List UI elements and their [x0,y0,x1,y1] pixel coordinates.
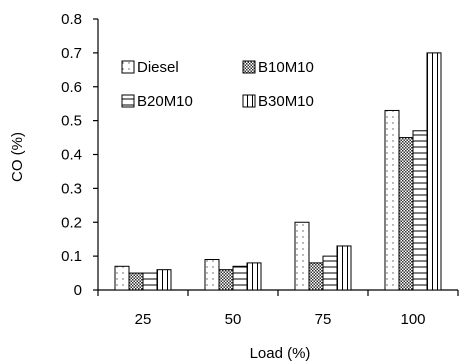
y-tick-label: 0.7 [61,45,82,62]
legend: Diesel B10M10 B20M10 B30M10 [121,59,314,110]
y-tick-label: 0.3 [61,180,82,197]
legend-label-b20m10: B20M10 [137,93,193,110]
y-tick-label: 0 [74,282,82,299]
bar-b10m10-50 [218,269,234,291]
bars [114,52,442,291]
legend-label-b10m10: B10M10 [258,59,314,76]
y-tick-label: 0.5 [61,113,82,130]
bar-b20m10-75 [322,255,338,291]
bar-b30m10-100 [426,52,442,291]
y-tick-label: 0.8 [61,11,82,28]
bar-b20m10-25 [142,272,158,291]
y-tick-label: 0.1 [61,248,82,265]
bar-b30m10-50 [246,262,262,291]
y-axis: 0 0.1 0.2 0.3 0.4 0.5 0.6 0.7 0.8 [61,11,99,299]
bar-b30m10-75 [336,245,352,291]
y-tick-label: 0.6 [61,79,82,96]
y-tick-label: 0.2 [61,214,82,231]
x-tick-label: 50 [225,311,242,328]
bar-diesel-25 [114,265,130,291]
bar-diesel-50 [204,259,220,291]
y-axis-title: CO (%) [9,132,26,182]
legend-swatch-b30m10 [242,94,256,108]
bar-b10m10-25 [128,272,144,291]
x-axis-title: Load (%) [250,345,311,362]
legend-swatch-diesel [121,60,135,74]
bar-diesel-75 [294,221,310,291]
legend-swatch-b10m10 [242,60,256,74]
bar-b20m10-100 [412,130,428,291]
x-axis: 25 50 75 100 [97,289,459,328]
x-tick-label: 25 [135,311,152,328]
x-tick-label: 100 [400,311,425,328]
bar-diesel-100 [384,109,400,291]
legend-label-diesel: Diesel [137,59,179,76]
bar-b10m10-100 [398,137,414,291]
x-tick-label: 75 [315,311,332,328]
legend-label-b30m10: B30M10 [258,93,314,110]
y-tick-label: 0.4 [61,147,82,164]
legend-swatch-b20m10 [121,94,135,108]
bar-b10m10-75 [308,262,324,291]
bar-b20m10-50 [232,265,248,291]
bar-b30m10-25 [156,269,172,291]
